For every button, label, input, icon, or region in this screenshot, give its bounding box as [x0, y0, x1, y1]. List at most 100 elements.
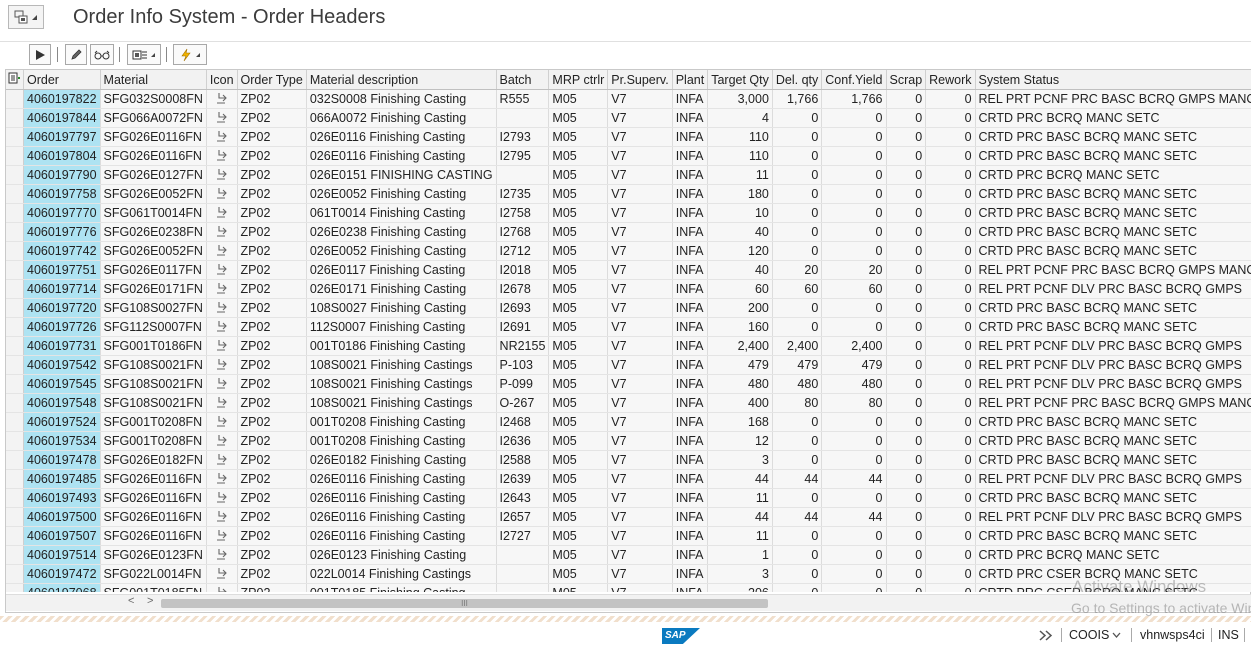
- scrollbar-thumb[interactable]: III: [161, 599, 768, 608]
- chevron-down-icon[interactable]: [1112, 632, 1121, 638]
- transfer-button[interactable]: [127, 44, 161, 65]
- cell-order[interactable]: 4060197493: [23, 488, 101, 508]
- column-header-order[interactable]: Order: [23, 70, 101, 90]
- cell-order[interactable]: 4060197548: [23, 393, 101, 413]
- table-row[interactable]: 4060197726 SFG112S0007FN ZP02 112S0007 Fini…: [6, 317, 1251, 337]
- table-row[interactable]: 4060197548 SFG108S0021FN ZP02 108S0021 Fini…: [6, 393, 1251, 413]
- row-selector[interactable]: [6, 222, 24, 242]
- cell-order[interactable]: 4060197770: [23, 203, 101, 223]
- cell-order[interactable]: 4060197534: [23, 431, 101, 451]
- execute-button[interactable]: [29, 44, 51, 65]
- row-selector[interactable]: [6, 260, 24, 280]
- row-selector[interactable]: [6, 355, 24, 375]
- row-selector[interactable]: [6, 279, 24, 299]
- cell-order[interactable]: 4060197844: [23, 108, 101, 128]
- horizontal-scrollbar[interactable]: < > III: [6, 594, 1251, 611]
- table-row[interactable]: 4060197776 SFG026E0238FN ZP02 026E0238 Fini…: [6, 222, 1251, 242]
- cell-order[interactable]: 4060197485: [23, 469, 101, 489]
- cell-order[interactable]: 4060197822: [23, 89, 101, 109]
- cell-order[interactable]: 4060197542: [23, 355, 101, 375]
- cell-order[interactable]: 4060197478: [23, 450, 101, 470]
- table-row[interactable]: 4060197507 SFG026E0116FN ZP02 026E0116 Fini…: [6, 526, 1251, 546]
- table-row[interactable]: 4060197822 SFG032S0008FN ZP02 032S0008 Fini…: [6, 89, 1251, 109]
- column-header-material[interactable]: Material: [100, 70, 207, 90]
- cell-order[interactable]: 4060197742: [23, 241, 101, 261]
- scroll-left-arrow[interactable]: <: [128, 595, 135, 607]
- highlight-button[interactable]: [173, 44, 207, 65]
- column-header-material-description[interactable]: Material description: [306, 70, 497, 90]
- cell-order[interactable]: 4060197720: [23, 298, 101, 318]
- table-row[interactable]: 4060197068SFG001T0185FN ZP02001T0185 Fini…: [6, 583, 1251, 592]
- table-row[interactable]: 4060197720 SFG108S0027FN ZP02 108S0027 Fini…: [6, 298, 1251, 318]
- table-row[interactable]: 4060197742 SFG026E0052FN ZP02 026E0052 Fini…: [6, 241, 1251, 261]
- cell-order[interactable]: 4060197545: [23, 374, 101, 394]
- table-row[interactable]: 4060197500 SFG026E0116FN ZP02 026E0116 Fini…: [6, 507, 1251, 527]
- row-selector[interactable]: [6, 241, 24, 261]
- table-row[interactable]: 4060197758 SFG026E0052FN ZP02 026E0052 Fini…: [6, 184, 1251, 204]
- cell-order[interactable]: 4060197790: [23, 165, 101, 185]
- row-selector[interactable]: [6, 203, 24, 223]
- cell-order[interactable]: 4060197758: [23, 184, 101, 204]
- row-selector[interactable]: [6, 431, 24, 451]
- row-selector[interactable]: [6, 146, 24, 166]
- row-selector[interactable]: [6, 336, 24, 356]
- row-selector[interactable]: [6, 317, 24, 337]
- column-header-target-qty[interactable]: Target Qty: [707, 70, 773, 90]
- cell-order[interactable]: 4060197751: [23, 260, 101, 280]
- table-row[interactable]: 4060197493 SFG026E0116FN ZP02 026E0116 Fini…: [6, 488, 1251, 508]
- column-header-system-status[interactable]: System Status: [975, 70, 1251, 90]
- row-selector[interactable]: [6, 545, 24, 565]
- column-header-mrp-ctrlr[interactable]: MRP ctrlr: [548, 70, 609, 90]
- menu-button[interactable]: [8, 5, 44, 29]
- cell-order[interactable]: 4060197797: [23, 127, 101, 147]
- row-selector[interactable]: [6, 526, 24, 546]
- cell-order[interactable]: 4060197507: [23, 526, 101, 546]
- row-selector[interactable]: [6, 127, 24, 147]
- table-row[interactable]: 4060197844 SFG066A0072FN ZP02 066A0072 Fini…: [6, 108, 1251, 128]
- row-selector[interactable]: [6, 564, 24, 584]
- column-header-scrap[interactable]: Scrap: [886, 70, 927, 90]
- table-row[interactable]: 4060197524 SFG001T0208FN ZP02 001T0208 Fini…: [6, 412, 1251, 432]
- table-row[interactable]: 4060197770 SFG061T0014FN ZP02 061T0014 Fini…: [6, 203, 1251, 223]
- display-button[interactable]: [90, 44, 114, 65]
- column-header-plant[interactable]: Plant: [672, 70, 709, 90]
- layout-button[interactable]: [6, 70, 24, 90]
- table-row[interactable]: 4060197714 SFG026E0171FN ZP02 026E0171 Fini…: [6, 279, 1251, 299]
- row-selector[interactable]: [6, 393, 24, 413]
- table-row[interactable]: 4060197804 SFG026E0116FN ZP02 026E0116 Fini…: [6, 146, 1251, 166]
- column-header-icon[interactable]: Icon: [206, 70, 238, 90]
- cell-order[interactable]: 4060197776: [23, 222, 101, 242]
- double-chevron-icon[interactable]: [1039, 630, 1053, 641]
- row-selector[interactable]: [6, 184, 24, 204]
- cell-order[interactable]: 4060197500: [23, 507, 101, 527]
- table-row[interactable]: 4060197542 SFG108S0021FN ZP02 108S0021 Fini…: [6, 355, 1251, 375]
- cell-order[interactable]: 4060197714: [23, 279, 101, 299]
- cell-order[interactable]: 4060197804: [23, 146, 101, 166]
- row-selector[interactable]: [6, 165, 24, 185]
- table-row[interactable]: 4060197731 SFG001T0186FN ZP02 001T0186 Fini…: [6, 336, 1251, 356]
- table-row[interactable]: 4060197514 SFG026E0123FN ZP02 026E0123 Fini…: [6, 545, 1251, 565]
- row-selector[interactable]: [6, 108, 24, 128]
- table-row[interactable]: 4060197485 SFG026E0116FN ZP02 026E0116 Fini…: [6, 469, 1251, 489]
- column-header-batch[interactable]: Batch: [496, 70, 550, 90]
- column-header-order-type[interactable]: Order Type: [237, 70, 307, 90]
- column-header-conf-yield[interactable]: Conf.Yield: [821, 70, 887, 90]
- scroll-right-arrow[interactable]: >: [147, 595, 154, 607]
- table-row[interactable]: 4060197478 SFG026E0182FN ZP02 026E0182 Fini…: [6, 450, 1251, 470]
- row-selector[interactable]: [6, 412, 24, 432]
- row-selector[interactable]: [6, 488, 24, 508]
- row-selector[interactable]: [6, 583, 24, 592]
- row-selector[interactable]: [6, 469, 24, 489]
- table-row[interactable]: 4060197472 SFG022L0014FN ZP02 022L0014 Fini…: [6, 564, 1251, 584]
- cell-order[interactable]: 4060197472: [23, 564, 101, 584]
- cell-order[interactable]: 4060197514: [23, 545, 101, 565]
- cell-order[interactable]: 4060197524: [23, 412, 101, 432]
- row-selector[interactable]: [6, 298, 24, 318]
- table-row[interactable]: 4060197751 SFG026E0117FN ZP02 026E0117 Fini…: [6, 260, 1251, 280]
- column-header-del-qty[interactable]: Del. qty: [772, 70, 823, 90]
- table-row[interactable]: 4060197534 SFG001T0208FN ZP02 001T0208 Fini…: [6, 431, 1251, 451]
- change-button[interactable]: [65, 44, 87, 65]
- row-selector[interactable]: [6, 507, 24, 527]
- row-selector[interactable]: [6, 89, 24, 109]
- table-row[interactable]: 4060197545 SFG108S0021FN ZP02 108S0021 Fini…: [6, 374, 1251, 394]
